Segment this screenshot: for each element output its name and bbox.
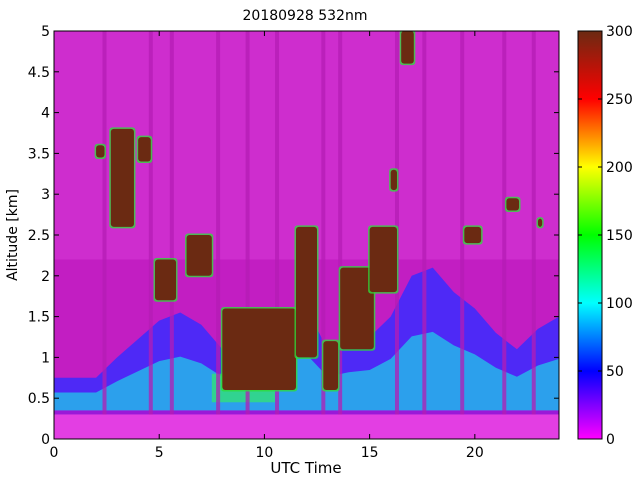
y-axis-label: Altitude [km] — [5, 189, 21, 281]
x-tick-label: 5 — [155, 445, 164, 461]
cloud-region — [222, 308, 296, 391]
x-tick-label: 20 — [466, 445, 484, 461]
y-tick-label: 5 — [41, 24, 50, 40]
colorbar: 0 50 100 150 200 250 300 — [577, 24, 633, 448]
cloud-region — [369, 226, 397, 293]
signal-column — [245, 31, 250, 415]
signal-column — [422, 31, 427, 415]
colorbar-tick-label: 100 — [606, 296, 633, 312]
cloud-region — [110, 128, 134, 227]
y-tick-label: 4 — [41, 106, 50, 122]
signal-column — [148, 31, 153, 415]
x-axis-label: UTC Time — [270, 459, 341, 477]
y-tick-label: 0.5 — [28, 391, 50, 407]
cloud-region — [186, 235, 212, 276]
colorbar-tick-label: 250 — [606, 92, 633, 108]
aerosol-layer — [54, 331, 559, 411]
cloud-region — [506, 198, 520, 211]
signal-column — [216, 31, 221, 415]
cloud-region — [155, 259, 177, 301]
signal-column — [102, 31, 107, 415]
cloud-region — [390, 169, 397, 191]
signal-column — [338, 31, 343, 415]
y-tick-label: 3.5 — [28, 146, 50, 162]
cloud-region — [96, 145, 105, 158]
y-tick-label: 2.5 — [28, 228, 50, 244]
cloud-region — [340, 267, 374, 350]
signal-column — [460, 31, 465, 415]
x-tick-label: 10 — [256, 445, 274, 461]
y-tick-label: 0 — [41, 432, 50, 448]
cloud-region — [295, 226, 318, 358]
colorbar-tick-label: 200 — [606, 160, 633, 176]
colorbar-tick-label: 0 — [606, 432, 615, 448]
y-tick-label: 2 — [41, 269, 50, 285]
y-tick-label: 1.5 — [28, 310, 50, 326]
y-tick-label: 1 — [41, 350, 50, 366]
signal-column — [321, 31, 326, 415]
signal-column — [531, 31, 536, 415]
colorbar-tick-label: 150 — [606, 228, 633, 244]
cloud-region — [323, 341, 339, 391]
signal-column — [275, 31, 280, 415]
signal-column — [394, 31, 399, 415]
x-tick-label: 0 — [50, 445, 59, 461]
cloud-region — [138, 137, 151, 162]
surface-band — [54, 410, 559, 439]
y-tick-label: 4.5 — [28, 65, 50, 81]
signal-column — [502, 31, 507, 415]
y-axis-ticks: 0 0.5 1 1.5 2 2.5 3 3.5 4 4.5 5 — [28, 24, 559, 448]
cloud-region — [537, 218, 543, 227]
plot-area — [54, 31, 559, 439]
colorbar-tick-label: 50 — [606, 364, 624, 380]
colorbar-tick-label: 300 — [606, 24, 633, 40]
colorbar-ticks: 0 50 100 150 200 250 300 — [578, 24, 633, 448]
cloud-region — [464, 226, 482, 244]
x-tick-label: 15 — [361, 445, 379, 461]
y-tick-label: 3 — [41, 187, 50, 203]
chart-title: 20180928 532nm — [243, 8, 368, 24]
cloud-region — [401, 31, 414, 64]
x-axis-ticks: 0 5 10 15 20 — [50, 31, 484, 461]
signal-column — [169, 31, 174, 415]
surface-edge — [54, 410, 559, 415]
